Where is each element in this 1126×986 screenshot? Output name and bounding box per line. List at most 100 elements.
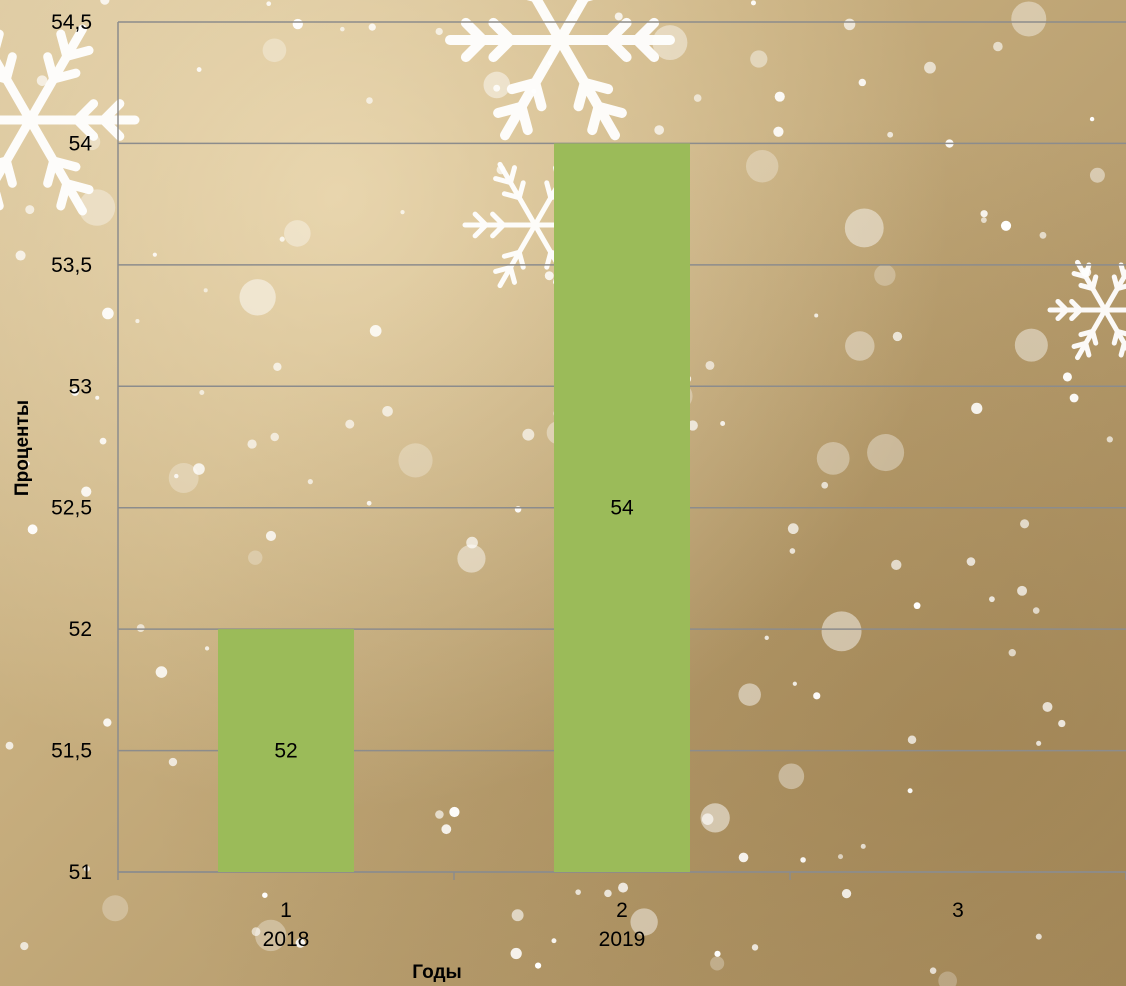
- snow-dot: [860, 843, 866, 849]
- snow-dot: [858, 78, 867, 87]
- bar: [554, 143, 690, 872]
- snow-dot: [544, 271, 554, 281]
- snow-dot: [136, 624, 145, 632]
- snow-dot: [813, 692, 821, 700]
- snow-dot: [1035, 933, 1042, 940]
- snow-dot: [1008, 649, 1016, 657]
- snow-dot: [1000, 220, 1012, 231]
- snow-dot: [821, 481, 829, 489]
- y-tick-label: 53: [69, 375, 92, 398]
- snow-dot: [174, 473, 179, 479]
- snow-dot: [510, 947, 522, 960]
- bar-data-label: 54: [610, 497, 634, 520]
- snow-dot: [102, 895, 129, 922]
- snow-dot: [100, 0, 110, 5]
- snow-dot: [614, 12, 623, 21]
- snow-dot: [575, 889, 581, 895]
- snow-dot: [534, 962, 542, 969]
- snow-dot: [247, 439, 257, 449]
- snow-dot: [251, 927, 261, 936]
- snow-dot: [193, 463, 205, 475]
- snow-dot: [248, 550, 263, 565]
- bar: [218, 629, 354, 872]
- snow-dot: [693, 94, 702, 102]
- snow-dot: [887, 131, 894, 138]
- snow-dot: [266, 1, 272, 7]
- snow-dot: [270, 432, 279, 442]
- snow-dot: [845, 331, 875, 361]
- y-axis-title: Проценты: [12, 400, 33, 496]
- snow-dot: [892, 331, 903, 342]
- snow-dot: [493, 84, 501, 92]
- snow-dot: [466, 536, 478, 549]
- x-tick-year-label: 2019: [599, 928, 646, 951]
- snow-dot: [20, 941, 29, 951]
- x-tick-label: 1: [280, 899, 292, 922]
- snow-dot: [71, 388, 79, 396]
- snow-dot: [262, 38, 287, 63]
- snow-dot: [751, 944, 759, 951]
- snow-dot: [738, 852, 749, 863]
- snow-dot: [196, 67, 202, 72]
- snow-dot: [993, 41, 1003, 52]
- snow-dot: [654, 125, 665, 135]
- snow-dot: [773, 126, 784, 137]
- snow-dot: [844, 208, 884, 248]
- snow-dot: [630, 908, 658, 936]
- snow-dot: [398, 443, 433, 478]
- snow-dot: [152, 252, 157, 257]
- y-tick-label: 52,5: [51, 497, 92, 520]
- snow-dot: [366, 97, 373, 104]
- snow-dot: [345, 419, 355, 429]
- snow-dot: [435, 810, 444, 819]
- snow-dot: [1014, 328, 1048, 362]
- snow-dot: [1036, 740, 1042, 746]
- snow-dot: [738, 683, 761, 706]
- snow-dot: [714, 950, 721, 957]
- snow-dot: [778, 763, 805, 790]
- snow-dot: [102, 307, 114, 320]
- snow-dot: [604, 889, 612, 898]
- snow-dot: [1089, 116, 1095, 122]
- y-tick-label: 54: [69, 132, 93, 155]
- snow-dot: [701, 813, 714, 825]
- snow-dot: [710, 956, 725, 971]
- snow-dot: [551, 938, 557, 944]
- x-tick-label: 2: [616, 899, 628, 922]
- x-tick-label: 3: [952, 899, 964, 922]
- snow-dot: [792, 681, 797, 686]
- snow-dot: [262, 892, 268, 898]
- y-tick-label: 51,5: [51, 740, 92, 763]
- snow-dot: [382, 405, 393, 417]
- snow-dot: [36, 75, 48, 86]
- snow-dot: [705, 360, 715, 370]
- bar-data-label: 52: [274, 740, 297, 763]
- snow-dot: [295, 938, 306, 948]
- snow-dot: [867, 434, 905, 472]
- snow-dot: [511, 909, 524, 922]
- snow-dot: [83, 865, 90, 872]
- snow-dot: [400, 210, 405, 215]
- snow-dot: [135, 319, 140, 324]
- snow-dot: [1062, 372, 1072, 382]
- snow-dot: [366, 500, 372, 506]
- data-labels: 52 54: [274, 497, 634, 763]
- snow-dot: [787, 523, 799, 535]
- snow-dot: [618, 882, 629, 893]
- snow-dot: [103, 718, 112, 727]
- snow-dot: [1042, 701, 1053, 712]
- snow-dot: [980, 210, 988, 218]
- snow-dot: [924, 61, 936, 74]
- snow-dot: [966, 557, 976, 566]
- snow-dot: [971, 402, 983, 414]
- snow-dot: [774, 91, 785, 102]
- snow-dot: [938, 971, 957, 986]
- y-tick-label: 51: [69, 861, 92, 884]
- snow-dot: [891, 559, 902, 571]
- snow-dot: [1089, 167, 1105, 183]
- snow-dot: [907, 788, 913, 794]
- snow-dot: [168, 463, 199, 493]
- snow-dot: [1069, 393, 1079, 403]
- snow-dot: [81, 486, 92, 497]
